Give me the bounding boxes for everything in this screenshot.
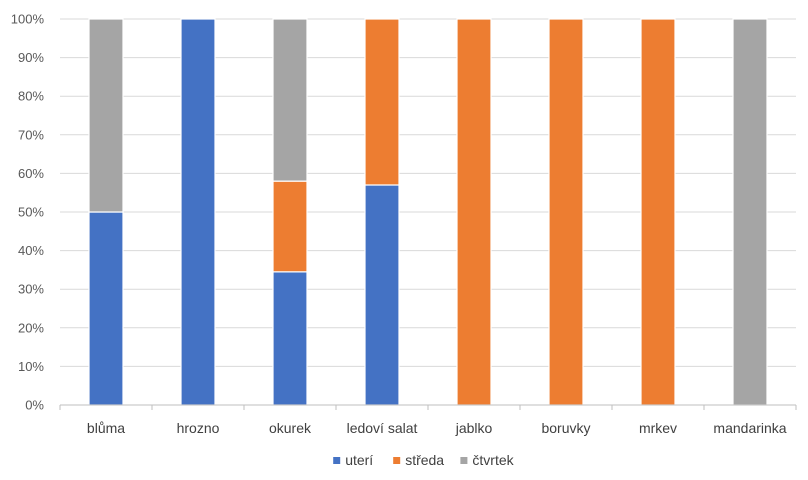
y-tick-label: 30% [18, 282, 44, 297]
legend-label: středa [405, 452, 444, 468]
y-tick-label: 10% [18, 359, 44, 374]
y-tick-label: 70% [18, 127, 44, 142]
y-axis-tick-labels: 0% 10% 20% 30% 40% 50% 60% 70% 80% 90% 100% [11, 12, 45, 413]
y-tick-label: 0% [25, 398, 44, 413]
x-tick-label: mrkev [639, 420, 677, 436]
x-tick-label: jablko [455, 420, 493, 436]
bar-segment [180, 18, 216, 406]
y-tick-label: 50% [18, 205, 44, 220]
bar-segment [272, 271, 308, 406]
y-tick-label: 60% [18, 166, 44, 181]
bar-segment [364, 184, 400, 406]
gridlines [60, 18, 796, 367]
x-tick-label: okurek [269, 420, 312, 436]
y-tick-label: 40% [18, 243, 44, 258]
x-axis: blůma hrozno okurek ledoví salat jablko boruv… [59, 404, 797, 436]
y-tick-label: 90% [18, 50, 44, 65]
x-tick-label: mandarinka [713, 420, 786, 436]
legend-swatch [460, 457, 468, 464]
bar-segment [272, 18, 308, 182]
x-tick-label: ledoví salat [347, 420, 418, 436]
bar-segment [548, 18, 584, 406]
legend-label: čtvrtek [472, 452, 514, 468]
bar-segment [732, 18, 768, 406]
y-tick-label: 20% [18, 320, 44, 335]
bar-segment [456, 18, 492, 406]
bar-segment [272, 180, 308, 273]
legend-swatch [393, 457, 401, 464]
legend-swatch [333, 457, 341, 464]
y-tick-label: 80% [18, 89, 44, 104]
x-tick-label: boruvky [541, 420, 590, 436]
x-tick-label: hrozno [177, 420, 220, 436]
legend-label: uterí [345, 452, 373, 468]
y-tick-label: 100% [11, 12, 45, 27]
bar-segment [88, 211, 124, 406]
legend: uterí středa čtvrtek [333, 452, 515, 468]
bar-segment [640, 18, 676, 406]
bar-segment [88, 18, 124, 213]
bar-segment [364, 18, 400, 186]
x-tick-label: blůma [87, 420, 125, 436]
